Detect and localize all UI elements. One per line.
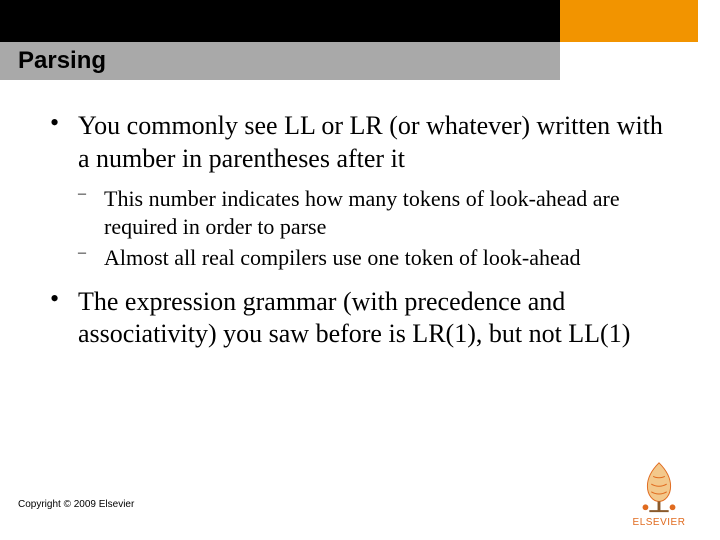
bullet-list: You commonly see LL or LR (or whatever) … xyxy=(50,110,670,351)
copyright-text: Copyright © 2009 Elsevier xyxy=(18,499,134,510)
bullet-text: You commonly see LL or LR (or whatever) … xyxy=(78,111,663,173)
sub-bullet-text: Almost all real compilers use one token … xyxy=(104,245,581,270)
bullet-text: The expression grammar (with precedence … xyxy=(78,287,630,349)
top-black-bar xyxy=(0,0,560,42)
slide: Parsing You commonly see LL or LR (or wh… xyxy=(0,0,720,540)
sub-bullet-item: This number indicates how many tokens of… xyxy=(78,185,670,240)
content-area: You commonly see LL or LR (or whatever) … xyxy=(50,110,670,365)
slide-title: Parsing xyxy=(0,47,106,75)
logo-label: ELSEVIER xyxy=(622,517,696,528)
title-bar: Parsing xyxy=(0,42,560,80)
top-orange-block xyxy=(560,0,698,42)
sub-bullet-text: This number indicates how many tokens of… xyxy=(104,186,620,239)
bullet-item: You commonly see LL or LR (or whatever) … xyxy=(50,110,670,272)
bullet-item: The expression grammar (with precedence … xyxy=(50,286,670,351)
sub-bullet-item: Almost all real compilers use one token … xyxy=(78,244,670,272)
sub-bullet-list: This number indicates how many tokens of… xyxy=(78,185,670,272)
elsevier-logo: ELSEVIER xyxy=(622,457,696,528)
tree-icon xyxy=(630,457,688,515)
